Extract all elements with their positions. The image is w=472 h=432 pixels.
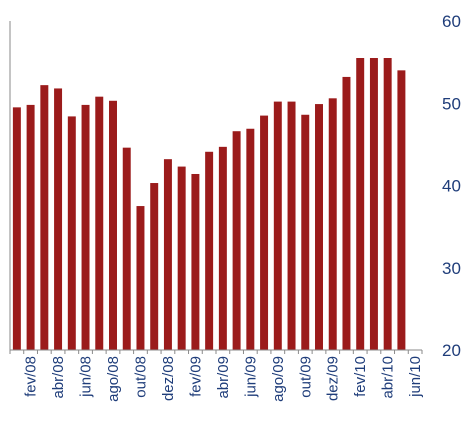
bar-abr/08 (54, 88, 63, 350)
bar-mai/09 (232, 131, 241, 350)
x-tick-label: fev/09 (187, 356, 204, 397)
y-tick-label: 40 (442, 177, 461, 196)
bar-mar/10 (369, 58, 378, 350)
x-tick-label: out/09 (297, 356, 314, 398)
bar-jan/08 (12, 107, 21, 350)
x-tick-label: ago/08 (105, 356, 122, 402)
bars-group (12, 58, 406, 351)
bar-nov/09 (315, 104, 323, 350)
bar-jun/08 (81, 104, 90, 351)
bar-set/08 (122, 147, 131, 350)
bar-jan/10 (342, 76, 351, 351)
x-tick-label: abr/09 (215, 356, 232, 399)
bar-out/09 (301, 114, 310, 350)
bar-jan/09 (177, 166, 186, 350)
x-tick-label: jun/08 (78, 356, 95, 398)
bar-mai/08 (67, 116, 76, 350)
x-tick-label: dez/09 (325, 356, 342, 401)
x-axis-ticks: fev/08 abr/08 jun/08 ago/08 out/08 dez/08 fev/… (23, 356, 425, 402)
bar-abr/10 (383, 58, 392, 350)
bar-mar/09 (205, 151, 214, 350)
y-tick-label: 30 (442, 259, 461, 278)
axes-group (9, 21, 423, 354)
x-tick-label: out/08 (132, 356, 149, 398)
x-tick-label: abr/10 (380, 356, 397, 399)
bar-fev/09 (191, 173, 200, 350)
bar-ago/08 (109, 100, 117, 350)
bar-jul/08 (95, 96, 104, 350)
bar-nov/08 (150, 183, 159, 350)
bar-set/09 (287, 101, 296, 350)
x-tick-label: jun/09 (242, 356, 259, 398)
bar-fev/08 (26, 104, 35, 351)
x-tick-label: ago/09 (270, 356, 287, 402)
x-tick-label: abr/08 (50, 356, 67, 399)
x-tick-label: fev/08 (23, 356, 40, 397)
bar-out/08 (136, 206, 145, 350)
y-tick-label: 60 (442, 12, 461, 31)
y-tick-label: 20 (442, 341, 461, 360)
y-tick-label: 50 (442, 94, 461, 113)
x-tick-label: fev/10 (352, 356, 369, 397)
bar-jun/09 (246, 128, 255, 350)
y-axis-ticks: 20 30 40 50 60 (442, 12, 461, 360)
bar-dez/09 (328, 98, 337, 350)
bar-ago/09 (273, 101, 282, 350)
bar-fev/10 (356, 58, 365, 350)
bar-mar/08 (40, 85, 49, 351)
x-tick-label: dez/08 (160, 356, 177, 401)
bar-jul/09 (260, 115, 269, 350)
bar-mai/10 (397, 70, 406, 350)
bar-abr/09 (218, 146, 227, 350)
x-tick-label: jun/10 (407, 356, 424, 398)
bar-dez/08 (163, 159, 172, 350)
